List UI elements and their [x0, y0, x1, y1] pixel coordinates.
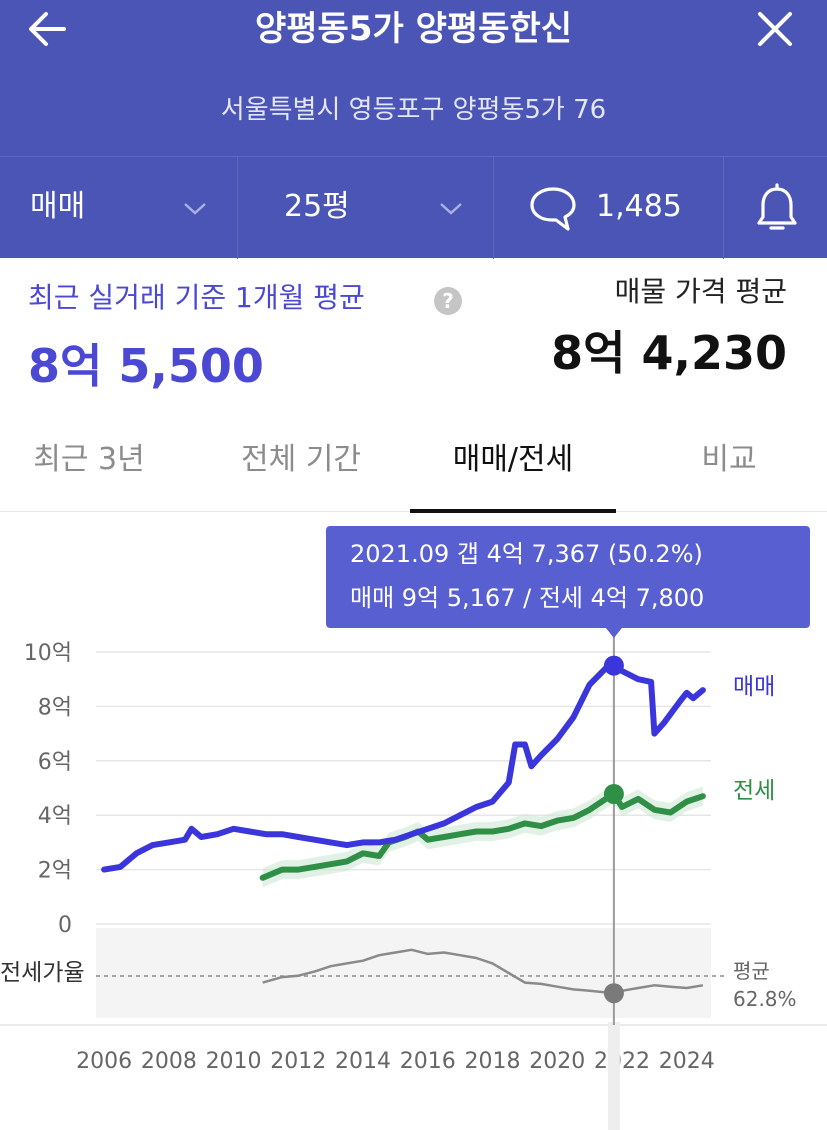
x-tick-label: 2018 [465, 1049, 521, 1074]
bell-icon [757, 183, 797, 230]
x-tick-label: 2016 [400, 1049, 456, 1074]
close-button[interactable] [750, 6, 800, 52]
hover-scroll-track [607, 1022, 620, 1130]
trade-type-label: 매매 [30, 189, 86, 224]
area-label: 25평 [284, 189, 350, 224]
tooltip-line-2: 매매 9억 5,167 / 전세 4억 7,800 [350, 584, 704, 612]
recent-price-label: 최근 실거래 기준 1개월 평균 [28, 281, 365, 314]
x-tick-label: 2022 [594, 1049, 650, 1074]
jeonse-series-line [259, 791, 706, 881]
x-tick-label: 2024 [659, 1049, 715, 1074]
area-select[interactable]: 25평 [238, 157, 494, 259]
listing-price-label: 매물 가격 평균 [614, 275, 787, 308]
close-icon [758, 12, 792, 46]
x-tick-label: 2020 [529, 1049, 585, 1074]
app-header: 양평동5가 양평동한신 서울특별시 영등포구 양평동5가 76 매매 25평 1… [0, 0, 827, 259]
y-tick-label: 0 [58, 913, 72, 938]
ratio-hover-point [603, 983, 624, 1004]
sale-hover-point [603, 655, 624, 676]
arrow-left-icon [29, 12, 66, 46]
notification-button[interactable] [724, 157, 827, 259]
x-tick-label: 2012 [270, 1049, 326, 1074]
address-text: 서울특별시 영등포구 양평동5가 76 [220, 95, 607, 125]
x-tick-label: 2014 [335, 1049, 391, 1074]
listing-price-value: 8억 4,230 [551, 326, 787, 380]
tab-sale-jeonse[interactable]: 매매/전세 [410, 412, 616, 513]
y-tick-label: 6억 [38, 750, 72, 775]
comments-button[interactable]: 1,485 [494, 157, 724, 259]
jeonse-hover-point [603, 783, 624, 804]
speech-bubble-icon [530, 187, 576, 231]
sale-series-line [101, 662, 706, 873]
y-tick-label: 4억 [38, 804, 72, 829]
tab-compare[interactable]: 비교 [701, 442, 757, 477]
y-tick-label: 10억 [24, 641, 72, 666]
period-tabs: 최근 3년 전체 기간 매매/전세 비교 [0, 412, 827, 513]
recent-price-value: 8억 5,500 [28, 339, 264, 393]
tab-recent-3y[interactable]: 최근 3년 [33, 442, 145, 477]
ratio-series-label: 전세가율 [0, 960, 85, 986]
back-button[interactable] [24, 6, 74, 52]
ratio-panel-bg [96, 928, 711, 1018]
ratio-average-title: 평균 [733, 959, 770, 983]
filter-bar: 매매 25평 1,485 [0, 156, 827, 259]
price-chart[interactable]: 10억 8억 6억 4억 2억 0 2006 2008 2010 2012 2014 2016 2018… [0, 512, 827, 1130]
tab-all-period[interactable]: 전체 기간 [241, 442, 361, 477]
y-tick-label: 8억 [38, 695, 72, 720]
tooltip-pointer [605, 628, 622, 638]
jeonse-series-label: 전세 [733, 778, 775, 804]
help-icon[interactable]: ? [434, 287, 462, 315]
x-tick-label: 2010 [206, 1049, 262, 1074]
sale-series-label: 매매 [733, 674, 775, 700]
x-tick-label: 2006 [76, 1049, 132, 1074]
ratio-series-line [262, 948, 704, 995]
chevron-down-icon [440, 203, 462, 215]
page-title: 양평동5가 양평동한신 [254, 9, 572, 49]
x-tick-label: 2008 [141, 1049, 197, 1074]
chevron-down-icon [184, 203, 206, 215]
trade-type-select[interactable]: 매매 [0, 157, 238, 259]
comment-count: 1,485 [596, 189, 682, 224]
ratio-average-value: 62.8% [733, 987, 797, 1011]
tooltip-line-1: 2021.09 갭 4억 7,367 (50.2%) [350, 540, 703, 568]
tooltip-box [326, 526, 810, 628]
y-tick-label: 2억 [38, 859, 72, 884]
